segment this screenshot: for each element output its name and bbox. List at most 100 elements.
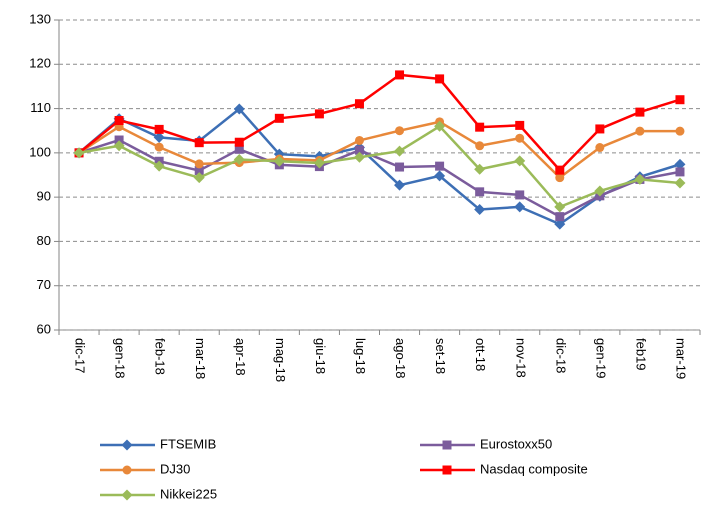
marker <box>234 144 244 154</box>
marker <box>122 465 132 475</box>
marker <box>674 177 686 189</box>
x-tick-label: gen-19 <box>593 338 608 378</box>
x-tick-label: gen-18 <box>113 338 128 378</box>
x-tick-label: mar-19 <box>674 338 689 379</box>
y-tick-label: 130 <box>29 11 51 26</box>
marker <box>514 155 526 167</box>
marker <box>442 465 452 475</box>
marker <box>514 201 526 213</box>
marker <box>594 185 606 197</box>
x-tick-label: dic-18 <box>553 338 568 373</box>
marker <box>515 133 525 143</box>
marker <box>314 109 324 119</box>
marker <box>154 124 164 134</box>
marker <box>354 135 364 145</box>
legend-entry: DJ30 <box>100 461 190 476</box>
marker <box>675 95 685 105</box>
marker <box>73 147 85 159</box>
marker <box>474 204 486 216</box>
marker <box>394 145 406 157</box>
legend-entry: Nikkei225 <box>100 486 217 501</box>
x-tick-label: dic-17 <box>73 338 88 373</box>
marker <box>394 179 406 191</box>
marker <box>114 135 124 145</box>
marker <box>354 145 364 155</box>
marker <box>674 158 686 170</box>
marker <box>635 126 645 136</box>
y-tick-label: 120 <box>29 56 51 71</box>
legend-entry: Nasdaq composite <box>420 461 588 476</box>
series-line <box>78 138 681 218</box>
marker <box>434 120 446 132</box>
y-tick-label: 80 <box>37 233 51 248</box>
marker <box>121 439 133 451</box>
x-tick-label: nov-18 <box>513 338 528 378</box>
marker <box>595 143 605 153</box>
y-tick-label: 90 <box>37 189 51 204</box>
marker <box>435 74 445 84</box>
marker <box>353 151 365 163</box>
marker <box>555 165 565 175</box>
x-tick-label: mar-18 <box>193 338 208 379</box>
legend-label: DJ30 <box>160 461 190 476</box>
x-tick-label: ago-18 <box>393 338 408 378</box>
legend-label: FTSEMIB <box>160 436 216 451</box>
x-tick-label: giu-18 <box>313 338 328 374</box>
marker <box>354 99 364 109</box>
marker <box>475 141 485 151</box>
marker <box>274 113 284 123</box>
marker <box>114 116 124 126</box>
marker <box>555 173 565 183</box>
marker <box>234 137 244 147</box>
legend-entry: Eurostoxx50 <box>420 436 552 451</box>
marker <box>395 162 405 172</box>
marker <box>555 212 565 222</box>
marker <box>474 163 486 175</box>
y-tick-label: 110 <box>30 100 51 115</box>
x-tick-label: set-18 <box>433 338 448 374</box>
y-tick-label: 60 <box>37 321 51 336</box>
marker <box>635 107 645 117</box>
marker <box>515 120 525 130</box>
marker <box>475 122 485 132</box>
marker <box>554 218 566 230</box>
marker <box>395 70 405 80</box>
marker <box>153 131 165 143</box>
marker <box>273 155 285 167</box>
marker <box>194 138 204 148</box>
x-tick-label: feb19 <box>633 338 648 371</box>
y-tick-label: 70 <box>37 277 51 292</box>
series-line <box>78 73 681 172</box>
marker <box>113 140 125 152</box>
marker <box>675 126 685 136</box>
y-tick-label: 100 <box>29 144 51 159</box>
series-line <box>78 120 680 179</box>
marker <box>634 173 646 185</box>
marker <box>233 103 245 115</box>
marker <box>595 124 605 134</box>
legend-label: Eurostoxx50 <box>480 436 552 451</box>
marker <box>435 161 445 171</box>
marker <box>121 489 133 501</box>
marker <box>475 187 485 197</box>
x-tick-label: feb-18 <box>153 338 168 375</box>
x-tick-label: mag-18 <box>273 338 288 382</box>
marker <box>153 160 165 172</box>
series-line <box>78 107 681 226</box>
x-tick-label: apr-18 <box>233 338 248 376</box>
series-line <box>78 125 681 209</box>
marker <box>434 170 446 182</box>
marker <box>313 157 325 169</box>
marker <box>675 167 685 177</box>
legend-label: Nikkei225 <box>160 486 217 501</box>
marker <box>554 201 566 213</box>
marker <box>442 440 452 450</box>
marker <box>233 154 245 165</box>
marker <box>194 159 204 169</box>
x-tick-label: lug-18 <box>353 338 368 374</box>
marker <box>194 166 204 176</box>
marker <box>193 172 205 184</box>
x-tick-label: ott-18 <box>473 338 488 371</box>
legend-entry: FTSEMIB <box>100 436 216 451</box>
